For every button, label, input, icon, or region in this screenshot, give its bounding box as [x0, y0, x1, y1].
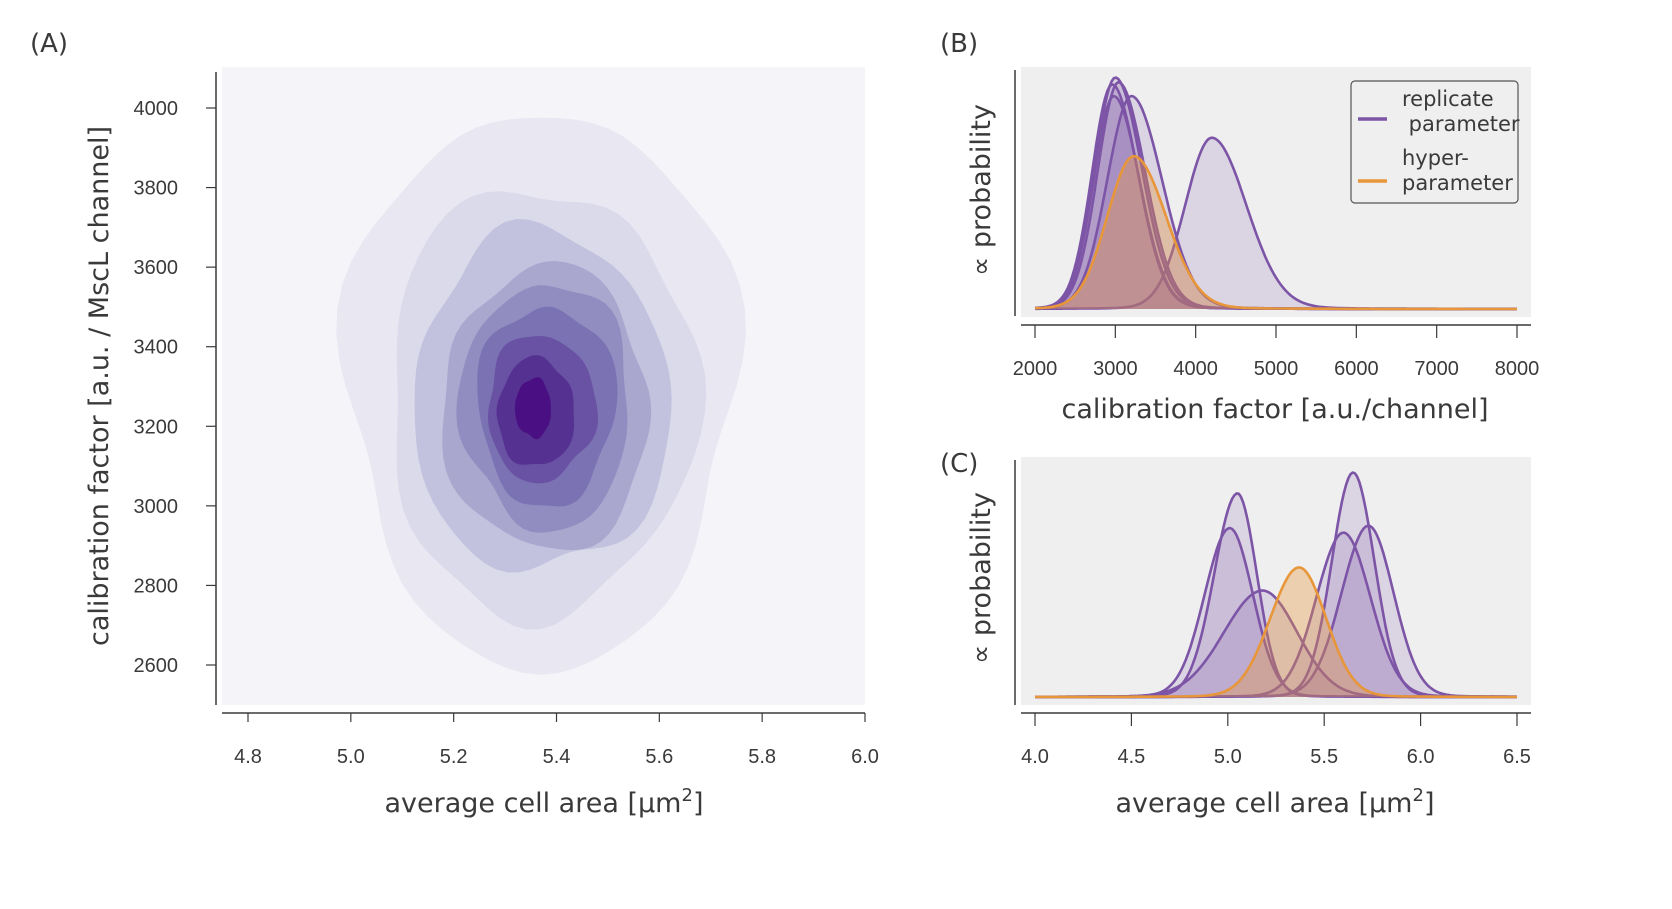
density-line-hyperparameter [1034, 154, 1517, 311]
density-line-hyperparameter [1035, 566, 1517, 699]
density-fill-replicate-4 [1035, 96, 1517, 309]
panel-c: (C) 4.0 4.5 5.0 5.5 6.0 6.5 average cell area… [940, 449, 1531, 819]
density-fill-hyperparameter [1035, 156, 1517, 309]
y-tick-label: 3000 [134, 496, 179, 518]
x-tick-label: 6.0 [851, 746, 879, 768]
x-tick-label: 6.5 [1503, 746, 1531, 768]
density-fill-replicate-5 [1035, 96, 1517, 309]
panel-a: (A) 4.8 5.0 5.2 5.4 5.6 5.8 6.0 2600 2800 3000 32… [30, 29, 879, 819]
legend-label-replicate-line2: parameter [1402, 112, 1520, 136]
x-tick-label: 2000 [1013, 358, 1058, 380]
legend-label-hyper-line2: parameter [1402, 171, 1513, 195]
contour-level-9 [514, 377, 551, 440]
x-tick-label: 5.6 [645, 746, 673, 768]
x-tick-label: 4.5 [1117, 746, 1145, 768]
y-tick-label: 2800 [134, 575, 179, 597]
density-fill-replicate-2 [1035, 84, 1517, 309]
panel-b-label: (B) [940, 29, 978, 59]
kde-contours [336, 117, 746, 675]
x-tick-label: 8000 [1495, 358, 1540, 380]
legend-label-hyper-line1: hyper- [1402, 146, 1469, 170]
x-tick-label: 5.8 [748, 746, 776, 768]
panel-c-x-ticks: 4.0 4.5 5.0 5.5 6.0 6.5 [1021, 713, 1531, 768]
panel-c-label: (C) [940, 449, 978, 479]
x-tick-label: 5000 [1254, 358, 1299, 380]
x-tick-label: 3000 [1093, 358, 1138, 380]
panel-a-y-ticks: 2600 2800 3000 3200 3400 3600 3800 4000 [134, 98, 216, 677]
panel-b: (B) 2000 3000 4000 5000 6000 7000 8000 calibra… [940, 29, 1539, 425]
density-fill-replicate-3 [1035, 590, 1517, 697]
panel-c-x-axis-label: average cell area [µm2] [1116, 785, 1435, 819]
panel-b-x-ticks: 2000 3000 4000 5000 6000 7000 8000 [1013, 325, 1540, 380]
x-tick-label: 7000 [1414, 358, 1459, 380]
legend-box [1350, 80, 1519, 204]
y-tick-label: 3400 [134, 337, 179, 359]
x-tick-label: 5.5 [1310, 746, 1338, 768]
panel-c-curves [1034, 471, 1518, 699]
panel-c-y-axis-label: ∝ probability [966, 492, 997, 664]
panel-b-x-axis-label: calibration factor [a.u./channel] [1062, 394, 1489, 425]
x-tick-label: 5.0 [337, 746, 365, 768]
y-tick-label: 3200 [134, 416, 179, 438]
density-fill-replicate-6 [1035, 525, 1517, 697]
legend-label-replicate-line1: replicate [1402, 87, 1494, 111]
panel-a-label: (A) [30, 29, 68, 59]
panel-a-y-axis-label: calibration factor [a.u. / MscL channel] [84, 126, 115, 646]
y-tick-label: 4000 [134, 98, 179, 120]
x-tick-label: 4000 [1173, 358, 1218, 380]
panel-c-plot-area [1021, 457, 1531, 705]
x-tick-label: 5.0 [1214, 746, 1242, 768]
x-tick-label: 4.8 [234, 746, 262, 768]
panel-a-x-axis-label: average cell area [µm2] [385, 785, 704, 819]
panel-b-y-axis-label: ∝ probability [966, 104, 997, 276]
x-tick-label: 5.2 [440, 746, 468, 768]
y-tick-label: 2600 [134, 655, 179, 677]
panel-b-curves [1034, 76, 1517, 311]
x-tick-label: 4.0 [1021, 746, 1049, 768]
x-tick-label: 6000 [1334, 358, 1379, 380]
panel-a-x-ticks: 4.8 5.0 5.2 5.4 5.6 5.8 6.0 [234, 713, 879, 768]
y-tick-label: 3600 [134, 257, 179, 279]
x-tick-label: 6.0 [1407, 746, 1435, 768]
legend: replicate parameter hyper- parameter [1350, 80, 1520, 204]
y-tick-label: 3800 [134, 178, 179, 200]
density-fill-hyperparameter [1035, 567, 1517, 697]
x-tick-label: 5.4 [543, 746, 571, 768]
